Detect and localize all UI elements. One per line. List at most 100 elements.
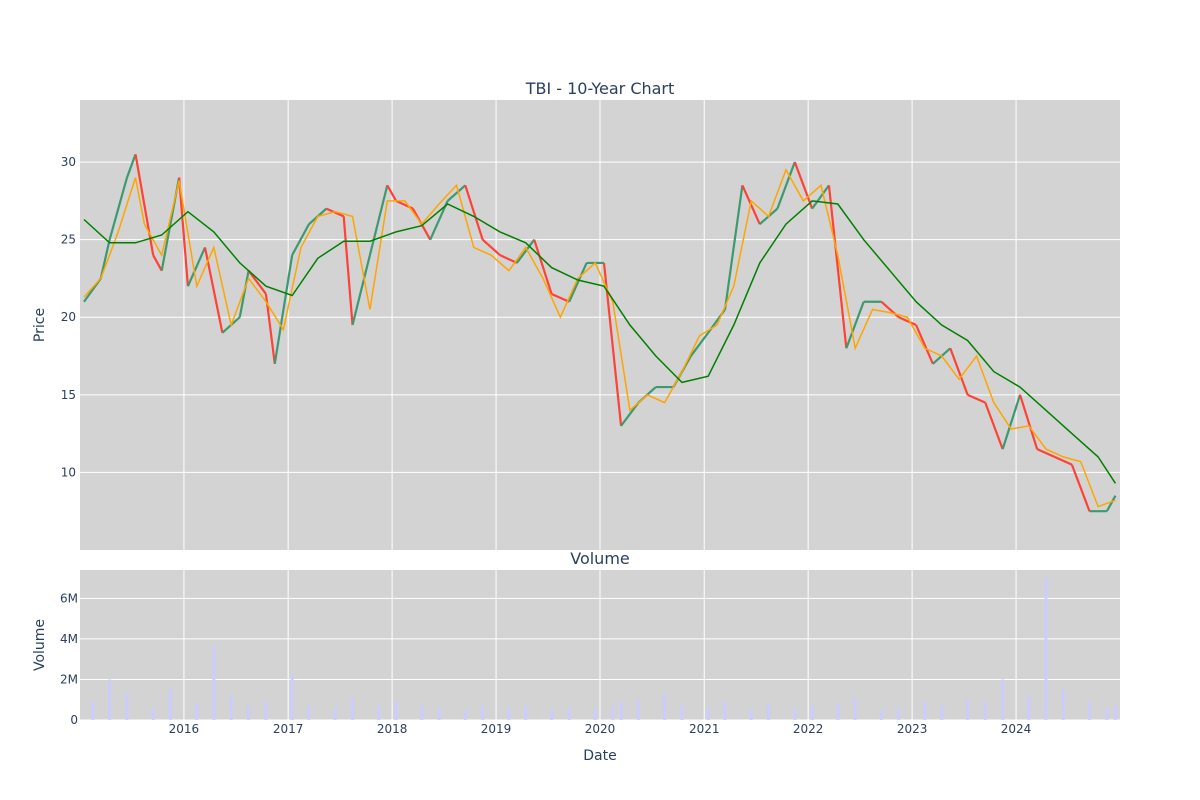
price-segment xyxy=(125,153,137,178)
volume-y-ticks: 0 2M 4M 6M xyxy=(60,591,78,727)
price-segment xyxy=(342,216,354,326)
price-segment xyxy=(533,239,553,295)
price-segment xyxy=(481,238,501,256)
price-y-tick-label: 20 xyxy=(61,310,76,324)
volume-y-tick-label: 2M xyxy=(60,672,78,686)
volume-bar xyxy=(212,645,216,720)
price-segment xyxy=(949,347,969,396)
price-segment xyxy=(984,402,1004,450)
volume-bar xyxy=(593,709,597,720)
price-segment xyxy=(386,184,398,202)
volume-bar xyxy=(481,705,485,720)
price-segment xyxy=(1001,394,1022,450)
volume-bar xyxy=(524,705,528,720)
volume-bar xyxy=(1061,689,1065,720)
volume-bar xyxy=(307,705,311,720)
volume-bar xyxy=(333,707,337,720)
volume-bar xyxy=(749,709,753,720)
volume-bar xyxy=(706,707,710,720)
volume-bar xyxy=(1113,705,1117,720)
price-segment xyxy=(178,177,190,287)
volume-bar xyxy=(1088,701,1092,720)
volume-bar xyxy=(229,695,233,720)
x-tick-label: 2020 xyxy=(585,722,616,736)
price-segment xyxy=(1054,455,1073,466)
x-tick-label: 2023 xyxy=(897,722,928,736)
volume-bar xyxy=(1027,695,1031,720)
price-segment xyxy=(1070,464,1091,512)
volume-y-axis-label: Volume xyxy=(32,619,48,671)
x-tick-label: 2017 xyxy=(273,722,304,736)
volume-bar xyxy=(793,707,797,720)
price-segment xyxy=(723,185,744,310)
volume-x-ticks: 2016 2017 2018 2019 2020 2021 2022 2023 2024 xyxy=(169,722,1032,736)
price-segment xyxy=(464,185,484,240)
volume-bar xyxy=(1044,578,1048,720)
price-segment xyxy=(915,324,934,365)
price-segment xyxy=(291,223,310,256)
price-y-axis-label: Price xyxy=(32,308,48,342)
moving-average-short-line xyxy=(83,168,1116,508)
price-segment xyxy=(515,238,536,264)
volume-y-tick-label: 0 xyxy=(70,713,78,727)
volume-bar xyxy=(923,701,927,720)
price-chart-title: TBI - 10-Year Chart xyxy=(525,79,675,98)
volume-bar xyxy=(420,705,424,720)
volume-bar xyxy=(611,705,615,720)
price-segment xyxy=(845,301,865,349)
volume-bar xyxy=(247,705,251,720)
price-segment xyxy=(967,393,986,404)
price-segment xyxy=(247,270,267,295)
volume-bar xyxy=(351,697,355,720)
price-segment xyxy=(368,185,389,256)
volume-bar xyxy=(767,703,771,720)
price-segment xyxy=(351,254,371,326)
volume-grid xyxy=(80,570,1120,721)
volume-bar xyxy=(723,701,727,720)
volume-bar xyxy=(507,707,511,720)
price-segment xyxy=(186,246,207,287)
volume-bar xyxy=(290,675,294,720)
x-tick-label: 2022 xyxy=(793,722,824,736)
price-segment xyxy=(620,401,640,427)
price-segment xyxy=(811,184,830,210)
volume-bar xyxy=(463,709,467,720)
price-segment xyxy=(264,293,276,364)
volume-bar xyxy=(91,701,95,720)
price-segment xyxy=(273,254,294,364)
volume-y-tick-label: 4M xyxy=(60,632,78,646)
price-segment xyxy=(238,270,250,318)
volume-bar xyxy=(394,701,398,720)
x-axis-label: Date xyxy=(583,748,616,764)
x-tick-label: 2018 xyxy=(377,722,408,736)
price-panel: 10 15 20 25 30 TBI - 10-Year Chart Price xyxy=(32,79,1120,550)
volume-bar xyxy=(680,705,684,720)
price-segment xyxy=(898,316,917,327)
price-segment xyxy=(776,161,796,210)
volume-bar xyxy=(663,693,667,720)
volume-bar xyxy=(636,699,640,720)
volume-bar xyxy=(853,697,857,720)
volume-bar xyxy=(1001,679,1005,720)
volume-bar xyxy=(983,701,987,720)
price-y-tick-label: 10 xyxy=(61,465,76,479)
price-segment xyxy=(827,185,848,349)
price-segment xyxy=(1036,448,1055,458)
price-segment xyxy=(99,239,111,279)
price-y-tick-label: 25 xyxy=(61,233,76,247)
x-tick-label: 2021 xyxy=(689,722,720,736)
volume-bar xyxy=(195,703,199,720)
volume-bar xyxy=(437,707,441,720)
volume-bar xyxy=(810,705,814,720)
volume-y-tick-label: 6M xyxy=(60,591,78,605)
price-segment xyxy=(446,184,467,202)
price-segment xyxy=(1018,394,1039,450)
volume-panel: 0 2M 4M 6M 2016 2017 2018 2019 2020 2021 2022 2023… xyxy=(32,549,1120,764)
volume-bar xyxy=(125,693,129,720)
x-tick-label: 2024 xyxy=(1001,722,1032,736)
volume-bar xyxy=(550,709,554,720)
price-segment xyxy=(1105,495,1117,512)
x-tick-label: 2016 xyxy=(169,722,200,736)
volume-bar xyxy=(169,689,173,720)
